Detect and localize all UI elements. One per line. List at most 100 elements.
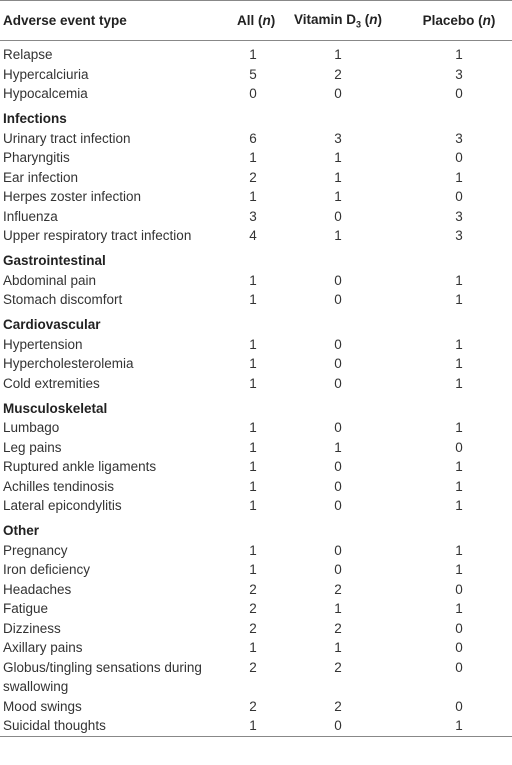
count-cell: 1 bbox=[249, 189, 257, 204]
count-cell: 1 bbox=[334, 439, 342, 455]
table-row: Axillary pains 1 1 0 bbox=[0, 638, 512, 658]
event-label: Achilles tendinosis bbox=[3, 478, 115, 494]
count-cell: 1 bbox=[249, 336, 257, 352]
count-cell: 0 bbox=[334, 86, 342, 101]
event-label: Stomach discomfort bbox=[3, 292, 123, 307]
count-cell: 0 bbox=[334, 272, 342, 288]
count-cell: 0 bbox=[455, 86, 463, 101]
table-row: Cold extremities 1 0 1 bbox=[0, 374, 512, 394]
count-cell: 3 bbox=[455, 66, 463, 82]
table-row: Dizziness 2 2 0 bbox=[0, 619, 512, 639]
table-row: Pregnancy 1 0 1 bbox=[0, 541, 512, 561]
table-section: Relapse 1 1 1 Hypercalciuria 5 2 3 Hypocalcemia 0… bbox=[0, 41, 512, 104]
section-title-row: Other bbox=[0, 516, 512, 541]
count-cell: 1 bbox=[406, 716, 512, 737]
count-cell: 3 bbox=[249, 208, 257, 224]
count-cell: 1 bbox=[455, 375, 463, 391]
section-title: Gastrointestinal bbox=[3, 253, 106, 268]
event-label: Hypertension bbox=[3, 336, 83, 352]
table-section: Musculoskeletal Lumbago 1 0 1 Leg pains 1 1 0 Rup… bbox=[0, 393, 512, 516]
event-label: Influenza bbox=[3, 208, 58, 224]
count-cell: 0 bbox=[249, 86, 257, 101]
count-cell: 1 bbox=[455, 47, 463, 62]
count-cell: 1 bbox=[236, 716, 270, 737]
event-label: Headaches bbox=[3, 581, 72, 597]
section-title-row: Infections bbox=[0, 104, 512, 129]
event-label: Hypercalciuria bbox=[3, 66, 89, 82]
header-text: ) bbox=[270, 13, 276, 28]
section-title: Cardiovascular bbox=[3, 317, 101, 332]
count-cell: 1 bbox=[334, 228, 342, 243]
count-cell: 0 bbox=[455, 640, 463, 655]
event-label: Axillary pains bbox=[3, 640, 83, 655]
header-text: ( bbox=[361, 11, 370, 27]
header-text: All ( bbox=[237, 13, 263, 28]
count-cell: 2 bbox=[249, 659, 257, 675]
count-cell: 3 bbox=[455, 228, 463, 243]
event-label: Hypercholesterolemia bbox=[3, 356, 134, 371]
event-label: Fatigue bbox=[3, 601, 49, 616]
count-cell: 2 bbox=[334, 659, 342, 675]
count-cell: 1 bbox=[249, 640, 257, 655]
count-cell: 0 bbox=[270, 716, 406, 737]
count-cell: 0 bbox=[455, 581, 463, 597]
count-cell: 0 bbox=[334, 336, 342, 352]
event-label: Ruptured ankle ligaments bbox=[3, 459, 157, 474]
count-cell: 1 bbox=[455, 272, 463, 288]
event-label: Dizziness bbox=[3, 620, 61, 636]
adverse-events-table: Adverse event type All (n) Vitamin D3 (n… bbox=[0, 0, 512, 737]
table-section: Other Pregnancy 1 0 1 Iron deficiency 1 0 1 Heada… bbox=[0, 516, 512, 737]
count-cell: 0 bbox=[334, 375, 342, 391]
count-cell: 1 bbox=[249, 272, 257, 288]
table-row: Abdominal pain 1 0 1 bbox=[0, 271, 512, 291]
section-title-row: Cardiovascular bbox=[0, 310, 512, 335]
table-section: Cardiovascular Hypertension 1 0 1 Hypercholes… bbox=[0, 310, 512, 394]
count-cell: 1 bbox=[249, 459, 257, 474]
count-cell: 3 bbox=[334, 130, 342, 146]
count-cell: 1 bbox=[455, 336, 463, 352]
count-cell: 0 bbox=[455, 439, 463, 455]
header-text: n bbox=[262, 13, 271, 28]
section-title-row: Gastrointestinal bbox=[0, 246, 512, 271]
count-cell: 1 bbox=[455, 169, 463, 185]
count-cell: 1 bbox=[249, 47, 257, 62]
section-title: Other bbox=[3, 523, 40, 538]
count-cell: 1 bbox=[249, 478, 257, 494]
count-cell: 1 bbox=[455, 498, 463, 513]
count-cell: 0 bbox=[334, 542, 342, 558]
table-row: Urinary tract infection 6 3 3 bbox=[0, 129, 512, 149]
table-row: Lumbago 1 0 1 bbox=[0, 418, 512, 438]
table-row: Herpes zoster infection 1 1 0 bbox=[0, 187, 512, 207]
count-cell: 1 bbox=[249, 292, 257, 307]
event-label: Lateral epicondylitis bbox=[3, 498, 122, 513]
count-cell: 0 bbox=[334, 292, 342, 307]
header-text: Adverse event type bbox=[3, 13, 127, 28]
header-text: Placebo ( bbox=[422, 13, 483, 28]
count-cell: 1 bbox=[334, 189, 342, 204]
section-title: Infections bbox=[3, 111, 67, 126]
count-cell: 1 bbox=[455, 356, 463, 371]
count-cell: 1 bbox=[455, 542, 463, 558]
header-text: ) bbox=[377, 11, 383, 27]
header-text: ) bbox=[490, 13, 496, 28]
table-row: Hypercholesterolemia 1 0 1 bbox=[0, 354, 512, 374]
event-label: Mood swings bbox=[3, 698, 82, 714]
count-cell: 0 bbox=[455, 620, 463, 636]
count-cell: 1 bbox=[249, 498, 257, 513]
section-title-row: Musculoskeletal bbox=[0, 393, 512, 418]
count-cell: 2 bbox=[334, 698, 342, 714]
header-text: Vitamin D bbox=[293, 11, 356, 27]
table-row: Hypocalcemia 0 0 0 bbox=[0, 84, 512, 104]
count-cell: 0 bbox=[334, 356, 342, 371]
table-row: Lateral epicondylitis 1 0 1 bbox=[0, 496, 512, 516]
count-cell: 0 bbox=[334, 459, 342, 474]
count-cell: 2 bbox=[334, 581, 342, 597]
table-header: Adverse event type All (n) Vitamin D3 (n… bbox=[0, 0, 512, 41]
event-label: Leg pains bbox=[3, 439, 62, 455]
count-cell: 1 bbox=[455, 562, 463, 577]
count-cell: 1 bbox=[455, 292, 463, 307]
table-row: Suicidal thoughts 1 0 1 bbox=[0, 716, 512, 737]
count-cell: 1 bbox=[249, 375, 257, 391]
table-section: Gastrointestinal Abdominal pain 1 0 1 Stomach… bbox=[0, 246, 512, 310]
table-row: Upper respiratory tract infection 4 1 3 bbox=[0, 226, 512, 246]
